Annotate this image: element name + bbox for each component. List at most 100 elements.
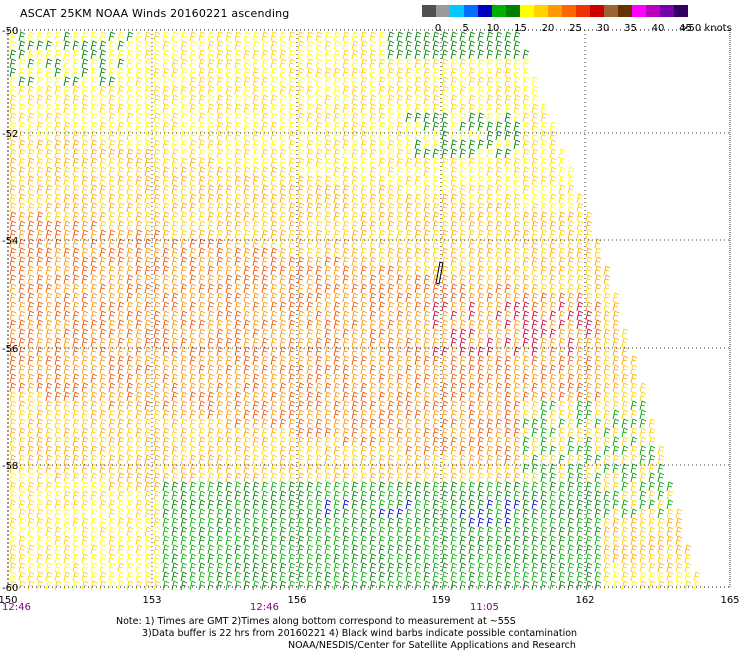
wind-barb (9, 265, 17, 276)
wind-barb (315, 85, 323, 96)
wind-barb (486, 49, 494, 60)
wind-barb (288, 211, 296, 222)
wind-barb (198, 166, 206, 177)
wind-barb (36, 157, 44, 168)
wind-barb (207, 436, 215, 447)
wind-barb (9, 76, 17, 87)
wind-barb (108, 130, 116, 141)
wind-barb (234, 427, 242, 438)
wind-barb (486, 184, 494, 195)
wind-barb (549, 247, 557, 258)
wind-barb (27, 49, 35, 60)
wind-barb (36, 445, 44, 456)
wind-barb (279, 337, 287, 348)
wind-barb (396, 211, 404, 222)
wind-barb (378, 130, 386, 141)
wind-barb (252, 544, 260, 555)
wind-barb (495, 409, 503, 420)
wind-barb (216, 508, 224, 519)
wind-barb (261, 130, 269, 141)
wind-barb (225, 436, 233, 447)
wind-barb (342, 193, 350, 204)
wind-barb (369, 184, 377, 195)
wind-barb (198, 103, 206, 114)
wind-barb (513, 400, 521, 411)
wind-barb (531, 400, 539, 411)
wind-barb (414, 40, 422, 51)
wind-barb (441, 166, 449, 177)
wind-barb (567, 310, 575, 321)
colorbar-segment (506, 5, 520, 17)
wind-barb (477, 220, 485, 231)
wind-barb (468, 571, 476, 582)
wind-barb (189, 184, 197, 195)
wind-barb (558, 409, 566, 420)
wind-barb (450, 517, 458, 528)
wind-barb (252, 274, 260, 285)
wind-barb (342, 337, 350, 348)
wind-barb (135, 562, 143, 573)
wind-barb (531, 211, 539, 222)
wind-barb (198, 481, 206, 492)
wind-barb (603, 526, 611, 537)
wind-barb (54, 157, 62, 168)
wind-barb (630, 580, 638, 591)
wind-barb (432, 247, 440, 258)
wind-barb (666, 517, 674, 528)
wind-barb (396, 463, 404, 474)
wind-barb (171, 490, 179, 501)
wind-barb (81, 337, 89, 348)
wind-barb (270, 562, 278, 573)
wind-barb (594, 499, 602, 510)
wind-barb (486, 337, 494, 348)
wind-barb (477, 238, 485, 249)
wind-barb (63, 229, 71, 240)
wind-barb (99, 409, 107, 420)
wind-barb (441, 130, 449, 141)
wind-barb (252, 463, 260, 474)
wind-barb (459, 265, 467, 276)
wind-barb (216, 427, 224, 438)
wind-barb (270, 481, 278, 492)
wind-barb (297, 49, 305, 60)
wind-barb (468, 400, 476, 411)
wind-barb (297, 103, 305, 114)
wind-barb (369, 472, 377, 483)
wind-barb (54, 319, 62, 330)
wind-barb (621, 427, 629, 438)
wind-barb (477, 364, 485, 375)
wind-barb (189, 211, 197, 222)
wind-barb (495, 256, 503, 267)
wind-barb (351, 265, 359, 276)
wind-barb (126, 400, 134, 411)
wind-barb (153, 436, 161, 447)
wind-barb (279, 166, 287, 177)
wind-barb (36, 301, 44, 312)
wind-barb (45, 382, 53, 393)
wind-barb (108, 472, 116, 483)
wind-barb (252, 103, 260, 114)
wind-barb (27, 31, 35, 42)
wind-barb (324, 256, 332, 267)
wind-barb (459, 472, 467, 483)
wind-barb (144, 40, 152, 51)
wind-barb (477, 571, 485, 582)
wind-barb (540, 508, 548, 519)
wind-barb (153, 553, 161, 564)
wind-barb (216, 31, 224, 42)
wind-barb (540, 436, 548, 447)
wind-barb (612, 562, 620, 573)
wind-barb (522, 274, 530, 285)
wind-barb (72, 49, 80, 60)
wind-barb (207, 85, 215, 96)
wind-barb (351, 121, 359, 132)
wind-barb (369, 175, 377, 186)
wind-barb (477, 157, 485, 168)
wind-barb (207, 355, 215, 366)
wind-barb (45, 445, 53, 456)
wind-barb (135, 139, 143, 150)
wind-barb (558, 391, 566, 402)
wind-barb (216, 571, 224, 582)
wind-barb (63, 310, 71, 321)
wind-barb (450, 436, 458, 447)
